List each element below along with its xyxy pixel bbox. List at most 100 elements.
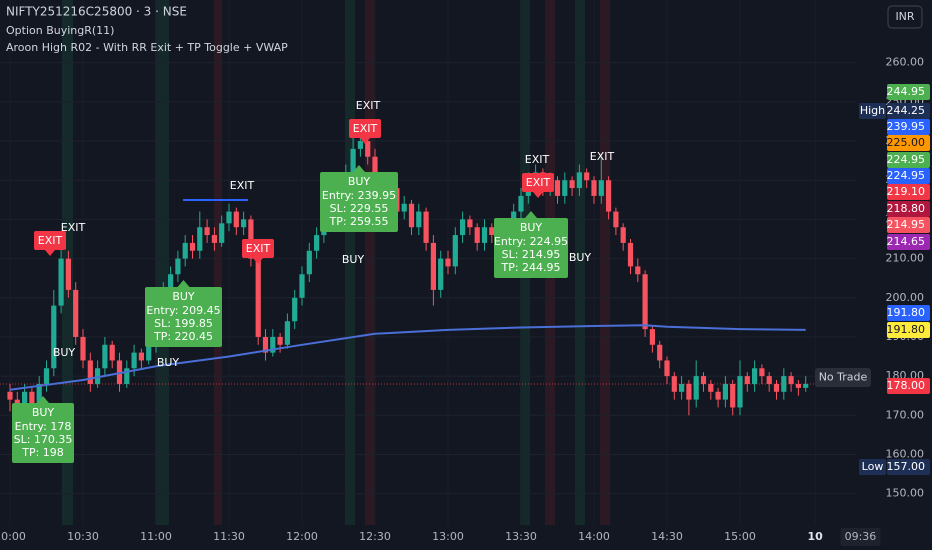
candle-body bbox=[752, 368, 758, 384]
candle-body bbox=[474, 227, 480, 243]
y-tick-label: 160.00 bbox=[886, 447, 925, 460]
price-label: 224.95 bbox=[887, 153, 926, 166]
candle-body bbox=[715, 391, 721, 400]
candle-body bbox=[584, 172, 590, 181]
band bbox=[600, 0, 610, 525]
candle-body bbox=[627, 242, 634, 267]
candle-body bbox=[255, 258, 261, 337]
candle-body bbox=[168, 274, 174, 290]
indicator-name: Option BuyingR(11) bbox=[6, 24, 114, 37]
trade-line: Entry: 178 bbox=[15, 420, 72, 433]
trade-line: SL: 214.95 bbox=[502, 248, 561, 261]
exit-box bbox=[34, 231, 66, 250]
candle-body bbox=[700, 376, 707, 384]
candle-body bbox=[109, 344, 115, 361]
y-tick-label: 260.00 bbox=[886, 56, 925, 69]
x-tick-label: 11:00 bbox=[140, 530, 172, 543]
candle-body bbox=[657, 344, 663, 361]
candle-body bbox=[416, 211, 422, 228]
candle-body bbox=[248, 219, 254, 259]
candle-body bbox=[635, 266, 641, 275]
candle-body bbox=[591, 180, 597, 196]
candle-body bbox=[36, 383, 42, 404]
candle-body bbox=[299, 274, 305, 298]
cursor-time-label: 09:36 bbox=[845, 530, 877, 543]
price-label-box bbox=[887, 378, 930, 394]
vwap-line bbox=[9, 324, 806, 391]
band bbox=[575, 0, 585, 525]
candle-body bbox=[277, 336, 283, 345]
price-label: 244.95 bbox=[887, 85, 926, 98]
trade-box-bg bbox=[12, 403, 74, 463]
currency-label[interactable]: INR bbox=[895, 10, 914, 23]
candle-body bbox=[189, 242, 196, 251]
marker-name-box bbox=[859, 103, 886, 119]
x-tick-label: 12:30 bbox=[359, 530, 391, 543]
candle-body bbox=[87, 360, 93, 384]
x-tick-label: 11:30 bbox=[213, 530, 245, 543]
candle-body bbox=[270, 336, 276, 353]
price-label-box bbox=[887, 305, 930, 321]
candle-body bbox=[795, 383, 801, 388]
candle-body bbox=[803, 383, 809, 388]
candle-body bbox=[58, 258, 64, 306]
price-label-box bbox=[887, 84, 930, 100]
trade-box-bg bbox=[320, 172, 398, 232]
trade-line: Entry: 224.95 bbox=[494, 235, 568, 248]
exit-pointer bbox=[45, 250, 55, 256]
candle-body bbox=[226, 211, 232, 224]
candle-body bbox=[445, 258, 451, 267]
trade-line: SL: 229.55 bbox=[330, 202, 389, 215]
trade-box-bg bbox=[494, 218, 568, 278]
candle-body bbox=[467, 219, 473, 228]
currency-button[interactable] bbox=[887, 5, 923, 29]
exit-text: EXIT bbox=[356, 99, 381, 112]
y-tick-label: 200.00 bbox=[886, 291, 925, 304]
x-tick-label: 13:30 bbox=[505, 530, 537, 543]
x-tick-label: 13:00 bbox=[432, 530, 464, 543]
candle-body bbox=[401, 203, 407, 212]
exit-box bbox=[522, 173, 554, 192]
band bbox=[214, 0, 222, 525]
marker-name: Low bbox=[862, 460, 884, 473]
candle-body bbox=[766, 376, 772, 384]
price-label: 219.10 bbox=[887, 185, 926, 198]
candle-body bbox=[7, 391, 13, 400]
band bbox=[365, 0, 375, 525]
candle-body bbox=[292, 297, 298, 322]
price-label: 239.95 bbox=[887, 120, 926, 133]
buy-text: BUY bbox=[53, 346, 76, 359]
price-label: 225.00 bbox=[887, 136, 926, 149]
candle-body bbox=[576, 172, 582, 189]
candle-body bbox=[408, 203, 415, 228]
candle-body bbox=[124, 368, 130, 384]
price-label: 224.95 bbox=[887, 169, 926, 182]
price-label-box bbox=[887, 322, 930, 338]
price-label: 214.95 bbox=[887, 218, 926, 231]
trade-pointer bbox=[177, 280, 190, 287]
candle-body bbox=[620, 227, 626, 243]
exit-box-label: EXIT bbox=[38, 234, 63, 247]
candle-body bbox=[233, 211, 239, 228]
candle-body bbox=[489, 227, 495, 236]
exit-box bbox=[242, 239, 274, 258]
candle-body bbox=[219, 223, 225, 243]
candle-body bbox=[175, 258, 181, 275]
plot-area bbox=[0, 0, 856, 525]
trade-line: TP: 220.45 bbox=[153, 330, 213, 343]
price-label-box bbox=[887, 184, 930, 200]
candle-body bbox=[51, 305, 57, 369]
exit-box-label: EXIT bbox=[526, 176, 551, 189]
trade-line: TP: 198 bbox=[21, 446, 64, 459]
candle-body bbox=[737, 376, 743, 408]
candle-body bbox=[350, 148, 356, 173]
buy-text: BUY bbox=[342, 253, 365, 266]
x-tick-label: 15:00 bbox=[724, 530, 756, 543]
candle-body bbox=[306, 250, 312, 275]
candle-body bbox=[693, 376, 699, 400]
status-label: No Trade bbox=[819, 371, 868, 384]
